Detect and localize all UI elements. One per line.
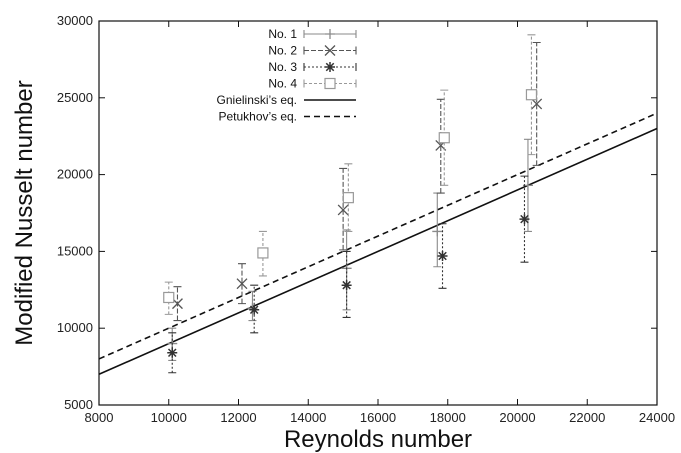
legend-marker <box>324 77 336 90</box>
legend-cap <box>303 46 357 55</box>
x-tick-label: 14000 <box>290 410 326 425</box>
data-point <box>337 204 349 216</box>
data-point <box>531 98 543 110</box>
legend-marker <box>324 45 336 56</box>
legend-marker <box>325 29 335 39</box>
legend-label: Petukhov’s eq. <box>219 110 298 124</box>
error-bar-cap <box>532 41 541 166</box>
data-point <box>438 132 450 144</box>
legend-label: No. 4 <box>268 77 297 91</box>
y-tick-label: 30000 <box>57 13 93 28</box>
data-point <box>236 278 248 290</box>
model-line-5 <box>98 112 658 360</box>
error-bar-cap <box>342 229 351 311</box>
error-bar-cap <box>527 34 536 156</box>
legend-cap <box>303 79 357 88</box>
error-bar-cap <box>237 263 246 305</box>
y-tick-label: 25000 <box>57 90 93 105</box>
data-point <box>341 280 352 291</box>
model-lines <box>98 112 658 376</box>
data-point <box>249 304 260 315</box>
error-bar-cap <box>436 98 445 194</box>
y-axis-title: Modified Nusselt number <box>11 80 38 345</box>
legend-label: No. 3 <box>268 60 297 74</box>
x-tick-label: 24000 <box>639 410 675 425</box>
x-tick-label: 18000 <box>430 410 466 425</box>
data-point <box>437 251 448 262</box>
error-bar-cap <box>344 163 353 232</box>
x-tick-label: 20000 <box>499 410 535 425</box>
error-bar-cap <box>342 250 351 318</box>
model-line-4 <box>98 127 658 376</box>
axis-ticks: 8000 10000 12000 14000 16000 18000 20000 22000 2… <box>57 13 675 425</box>
x-axis-title: Reynolds number <box>284 426 472 453</box>
data-points <box>163 34 543 374</box>
y-tick-label: 5000 <box>64 397 93 412</box>
legend-marker <box>325 62 335 72</box>
error-bar-cap <box>250 284 259 334</box>
error-bar-cap <box>339 167 348 251</box>
error-bar-cap <box>440 89 449 186</box>
data-point <box>519 214 530 225</box>
error-bar-cap <box>520 175 529 263</box>
data-point <box>163 291 175 304</box>
error-bar-cap <box>258 230 267 277</box>
data-point <box>257 247 269 259</box>
x-tick-label: 16000 <box>360 410 396 425</box>
error-bar-cap <box>438 223 447 289</box>
y-tick-label: 15000 <box>57 243 93 258</box>
plot-frame <box>98 20 658 406</box>
y-tick-label: 20000 <box>57 167 93 182</box>
x-tick-label: 8000 <box>85 410 114 425</box>
y-tick-label: 10000 <box>57 320 93 335</box>
error-bar-cap <box>164 281 173 315</box>
data-point <box>525 89 538 101</box>
legend-label: No. 2 <box>268 44 297 58</box>
legend-cap <box>303 30 357 38</box>
error-bar-cap <box>173 286 182 322</box>
x-tick-label: 22000 <box>569 410 605 425</box>
error-bar-cap <box>248 290 257 322</box>
x-tick-label: 10000 <box>151 410 187 425</box>
x-tick-label: 12000 <box>220 410 256 425</box>
legend-cap <box>303 63 357 71</box>
error-bar-cap <box>168 332 177 374</box>
data-point <box>432 226 443 237</box>
data-point <box>342 192 354 204</box>
legend-label: No. 1 <box>268 27 297 41</box>
legend: No. 1 No. 2 No. 3 No. 4 Gnielinski’s eq. Petu… <box>217 27 357 124</box>
error-bar-cap <box>523 138 532 232</box>
data-point <box>167 347 178 358</box>
legend-label: Gnielinski’s eq. <box>217 93 297 107</box>
